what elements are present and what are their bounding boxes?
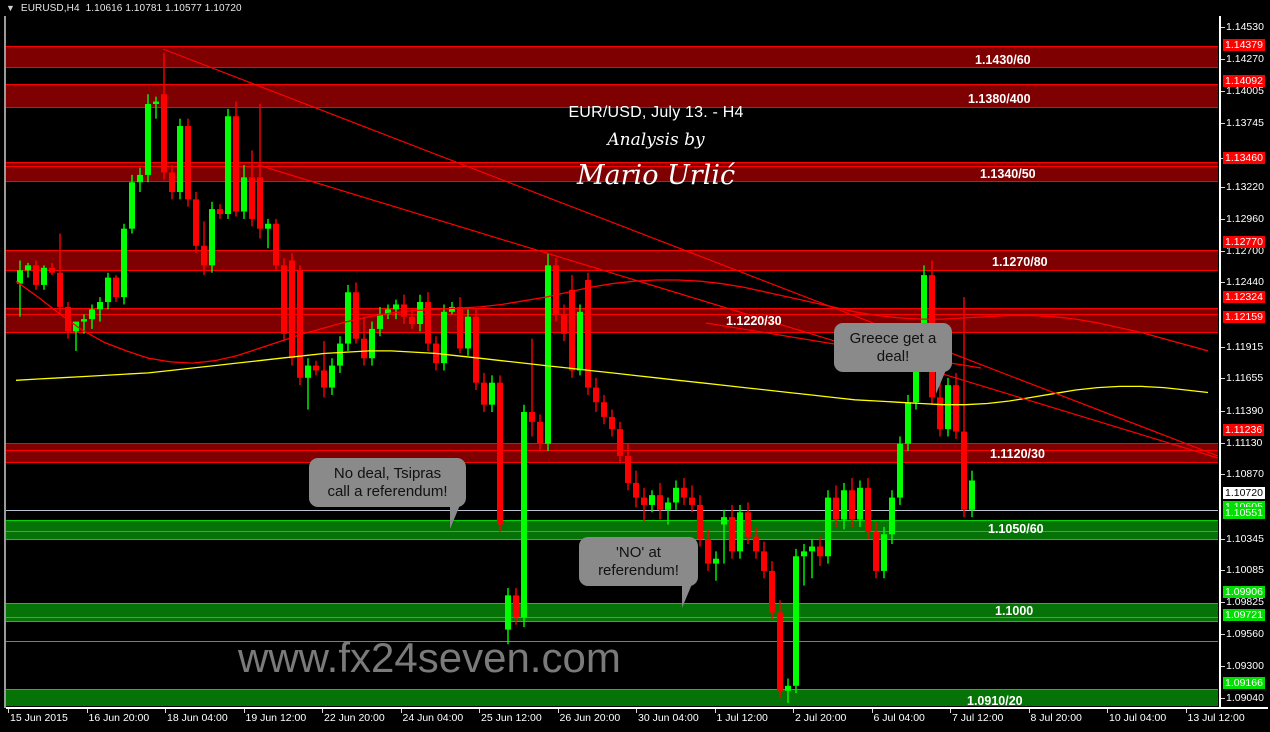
price-tick: 1.10870 <box>1221 469 1270 480</box>
zone-1.1340-50-label: 1.1340/50 <box>980 167 1036 181</box>
zone-1.0910-20 <box>6 689 1218 706</box>
quote-bar: ▼ EURUSD,H4 1.10616 1.10781 1.10577 1.10… <box>0 0 1270 16</box>
price-tick: 1.12960 <box>1221 213 1270 225</box>
zone-1.1380-400-label: 1.1380/400 <box>968 92 1031 106</box>
price-badge-res: 1.13460 <box>1223 151 1265 164</box>
site-watermark: www.fx24seven.com <box>238 634 621 681</box>
zone-1.1220-30 <box>6 308 1218 333</box>
time-axis-rule <box>6 707 1268 709</box>
price-tick: 1.09300 <box>1221 661 1270 672</box>
level-line-red-2 <box>6 314 1218 315</box>
moving-average-fast <box>15 279 1209 364</box>
callout-no-referendum: 'NO' at referendum! <box>579 537 698 609</box>
time-axis[interactable]: 15 Jun 2015 16 Jun 20:00 18 Jun 04:00 19 Ju… <box>0 709 1270 732</box>
callout-no-deal: No deal, Tsipras call a referendum! <box>309 458 466 530</box>
price-badge-res: 1.12770 <box>1223 236 1265 249</box>
price-tick: 1.13745 <box>1221 117 1270 129</box>
zone-1.1050-60-label: 1.1050/60 <box>988 522 1044 536</box>
zone-1.1270-80-label: 1.1270/80 <box>992 255 1048 269</box>
price-tick: 1.11655 <box>1221 373 1270 384</box>
symbol-label: EURUSD,H4 <box>20 2 80 14</box>
price-badge-res: 1.12159 <box>1223 310 1265 323</box>
candlestick-series <box>17 52 975 703</box>
price-tick: 1.09040 <box>1221 693 1270 704</box>
zone-1.1120-30-label: 1.1120/30 <box>990 447 1045 461</box>
price-tick: 1.14005 <box>1221 86 1270 97</box>
price-tick: 1.14530 <box>1221 22 1270 33</box>
callout-no-deal-tail <box>450 505 460 530</box>
level-line-red-1 <box>6 166 1218 167</box>
zone-1.1220-30-label: 1.1220/30 <box>726 314 782 328</box>
price-tick: 1.13220 <box>1221 182 1270 193</box>
price-badge-res: 1.12324 <box>1223 290 1265 303</box>
price-badge-sup: 1.10551 <box>1223 507 1265 520</box>
price-tick: 1.14270 <box>1221 53 1270 65</box>
trendline-secondary <box>257 164 1218 459</box>
level-line-green-2 <box>6 617 1218 618</box>
price-tick: 1.10085 <box>1221 565 1270 576</box>
current-price-line <box>6 510 1218 511</box>
moving-average-slow <box>15 350 1209 406</box>
price-tick: 1.12440 <box>1221 277 1270 288</box>
zone-1.1000-label: 1.1000 <box>995 604 1034 618</box>
price-series-canvas <box>15 48 1218 703</box>
price-tick: 1.10345 <box>1221 533 1270 545</box>
level-line-red-3 <box>6 450 1218 451</box>
price-tick: 1.09825 <box>1221 597 1270 608</box>
zone-1.1380-400 <box>6 84 1218 108</box>
chart-plot-area[interactable]: EUR/USD, July 13. - H4 www.fx24seven.com… <box>6 16 1218 706</box>
price-badge-sup: 1.09906 <box>1223 586 1265 599</box>
ohlc-values: 1.10616 1.10781 1.10577 1.10720 <box>85 2 242 14</box>
price-axis-rule <box>1219 14 1221 708</box>
price-badge-sup: 1.09721 <box>1223 608 1265 621</box>
price-tick: 1.12700 <box>1221 245 1270 257</box>
price-tick: 1.11130 <box>1221 437 1270 449</box>
price-tick: 1.11390 <box>1221 405 1270 417</box>
zone-1.1430-60 <box>6 46 1218 68</box>
callout-greece-deal: Greece get a deal! <box>834 323 952 395</box>
price-badge-res: 1.11236 <box>1223 423 1265 436</box>
zone-1.1270-80 <box>6 250 1218 271</box>
level-line-green-3 <box>6 641 1218 642</box>
price-tick: 1.11915 <box>1221 341 1270 353</box>
trendline-primary-downtrend <box>162 48 1218 457</box>
callout-no-referendum-tail <box>682 584 692 609</box>
zone-1.1120-30 <box>6 443 1218 463</box>
price-badge-sup: 1.09166 <box>1223 676 1265 689</box>
price-badge-cur: 1.10720 <box>1223 486 1265 499</box>
chevron-down-icon[interactable]: ▼ <box>6 2 15 13</box>
price-badge-res: 1.14379 <box>1223 39 1265 52</box>
price-badge-res: 1.14092 <box>1223 74 1265 87</box>
plot-left-border <box>4 16 6 708</box>
price-tick: 1.09560 <box>1221 629 1270 640</box>
price-axis[interactable]: 1.14530 1.14270 1.14005 1.13745 1.13460 1.132… <box>1221 16 1270 708</box>
callout-greece-deal-tail <box>936 370 946 395</box>
level-line-green-1 <box>6 531 1218 532</box>
zone-1.0910-20-label: 1.0910/20 <box>967 694 1023 706</box>
zone-1.1430-60-label: 1.1430/60 <box>975 53 1031 67</box>
zone-1.1340-50 <box>6 162 1218 182</box>
